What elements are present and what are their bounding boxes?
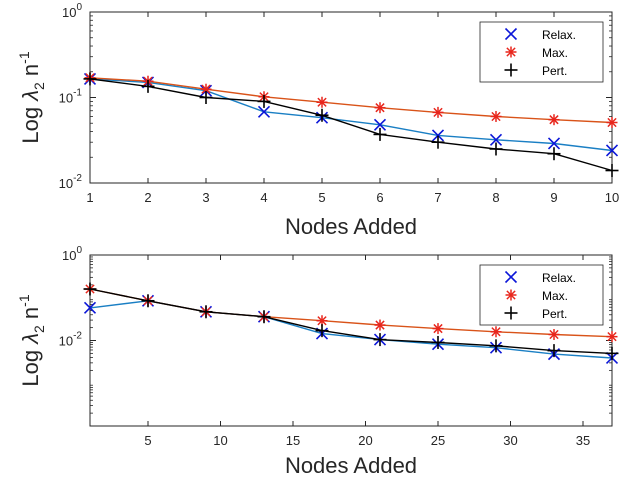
data-point-b <box>431 129 445 142</box>
data-point-d <box>607 332 617 342</box>
data-point-d <box>549 329 559 340</box>
legend-label: Pert. <box>542 307 567 321</box>
series-line <box>89 77 613 124</box>
data-point-b <box>489 133 503 146</box>
legend-marker-b <box>504 270 518 284</box>
y-tick-base: 10 <box>59 176 73 191</box>
y-tick-label: 10-1 <box>59 88 83 106</box>
y-tick-exponent: 0 <box>76 245 82 256</box>
y-tick-label: 10-2 <box>59 173 83 191</box>
y-tick-base: 10 <box>59 91 73 106</box>
legend-label: Max. <box>542 289 568 303</box>
y-label-n: n <box>18 64 43 82</box>
y-axis-label: Log λ2 n-1 <box>16 294 47 386</box>
legend-label: Max. <box>542 46 568 60</box>
legend-label: Pert. <box>542 64 567 78</box>
y-tick-base: 10 <box>59 334 73 349</box>
data-point-b <box>605 144 619 157</box>
y-label-sup: -1 <box>16 294 32 307</box>
legend: Relax. Max. Pert. <box>479 264 604 326</box>
legend-label: Relax. <box>542 271 576 285</box>
data-point-d <box>375 103 385 113</box>
y-label-prefix: Log <box>18 101 43 144</box>
y-tick-label: 100 <box>62 245 82 263</box>
y-tick-exponent: -2 <box>73 331 82 342</box>
series-pert <box>83 282 619 360</box>
data-point-d <box>491 327 501 337</box>
data-point-b <box>83 301 97 314</box>
series-max <box>84 72 618 129</box>
series-line <box>89 78 613 172</box>
x-axis-label: Nodes Added <box>285 453 417 478</box>
x-tick-label: 10 <box>213 433 227 448</box>
legend: Relax. Max. Pert. <box>479 21 604 83</box>
x-tick-label: 5 <box>318 190 325 205</box>
x-tick-label: 7 <box>434 190 441 205</box>
data-point-d <box>317 316 327 326</box>
x-tick-label: 20 <box>358 433 372 448</box>
y-tick-exponent: -1 <box>73 88 82 99</box>
legend-label: Relax. <box>542 28 576 42</box>
y-tick-exponent: 0 <box>76 2 82 13</box>
x-tick-label: 30 <box>503 433 517 448</box>
data-point-d <box>201 84 211 94</box>
data-point-d <box>549 115 559 125</box>
x-tick-label: 2 <box>144 190 151 205</box>
legend-box <box>479 21 604 83</box>
y-tick-base: 10 <box>62 5 76 20</box>
y-label-sub: 2 <box>31 82 47 90</box>
y-label-sup: -1 <box>16 51 32 64</box>
x-tick-label: 35 <box>576 433 590 448</box>
x-tick-label: 9 <box>550 190 557 205</box>
y-tick-label: 100 <box>62 2 82 20</box>
x-tick-label: 6 <box>376 190 383 205</box>
chart-2: 5 10 15 20 25 30 3510010-2Relax.Max.Pert.Nodes… <box>16 245 619 478</box>
y-label-prefix: Log <box>18 344 43 387</box>
x-tick-label: 8 <box>492 190 499 205</box>
data-point-d <box>491 111 501 122</box>
y-label-symbol: λ <box>18 333 43 345</box>
series-pert <box>83 72 619 178</box>
x-tick-label: 1 <box>86 190 93 205</box>
y-label-n: n <box>18 307 43 325</box>
data-point-d <box>375 320 385 330</box>
x-tick-label: 3 <box>202 190 209 205</box>
y-axis-label: Log λ2 n-1 <box>16 51 47 143</box>
x-tick-label: 4 <box>260 190 267 205</box>
data-point-b <box>373 118 387 131</box>
y-tick-exponent: -2 <box>73 173 82 184</box>
data-point-d <box>433 107 443 118</box>
x-tick-label: 25 <box>431 433 445 448</box>
series-line <box>89 288 613 355</box>
data-point-d <box>433 323 443 334</box>
y-label-symbol: λ <box>18 90 43 102</box>
chart-1: 1 2 3 4 5 6 7 8 9 1010010-110-2Relax.Max.Pert.Nod… <box>16 2 619 239</box>
y-tick-label: 10-2 <box>59 331 83 349</box>
series-line <box>89 78 613 152</box>
legend-marker-b <box>504 27 518 41</box>
legend-marker-d <box>506 47 516 57</box>
data-point-d <box>317 97 327 107</box>
legend-marker-d <box>506 290 516 300</box>
y-label-sub: 2 <box>31 325 47 333</box>
y-tick-base: 10 <box>62 248 76 263</box>
legend-box <box>479 264 604 326</box>
x-tick-label: 15 <box>286 433 300 448</box>
x-tick-label: 10 <box>605 190 619 205</box>
data-point-d <box>607 117 617 128</box>
x-axis-label: Nodes Added <box>285 214 417 239</box>
x-tick-label: 5 <box>144 433 151 448</box>
data-point-b <box>257 105 271 118</box>
data-point-b <box>547 137 561 150</box>
series-relax <box>83 72 619 157</box>
